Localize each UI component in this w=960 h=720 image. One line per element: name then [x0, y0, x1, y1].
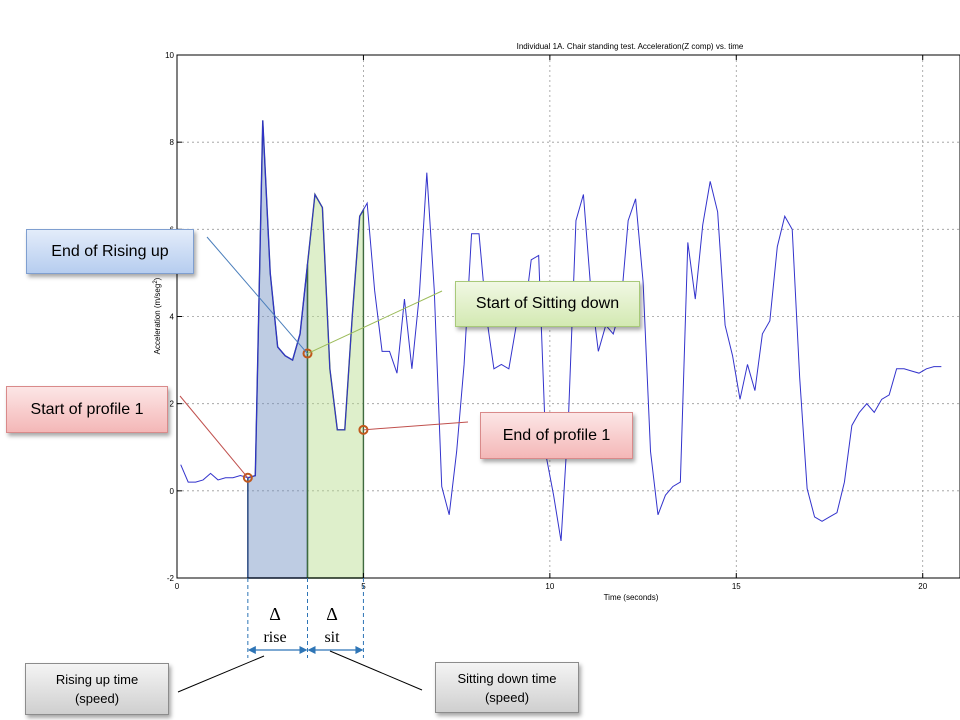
delta-rise-arrow-head-right: [299, 646, 308, 654]
leader-end-rising-up: [206, 236, 308, 354]
shaded-region-sit: [306, 192, 365, 579]
sitting-down-time-callout: Sitting down time (speed): [435, 662, 579, 713]
end-profile-callout: End of profile 1: [480, 412, 633, 459]
leader-rising-up-time: [177, 655, 265, 693]
start-profile-text: Start of profile 1: [30, 400, 144, 418]
delta-rise-symbol: Δ: [269, 604, 281, 624]
rising-up-time-line1: Rising up time: [55, 672, 139, 687]
y-tick-label: -2: [167, 574, 175, 583]
series-line-layer: [180, 120, 942, 542]
shaded-region-rise: [247, 120, 309, 579]
x-tick-label: 15: [732, 582, 741, 591]
delta-sit-arrow-head-right: [355, 646, 364, 654]
y-axis-label-close: ): [153, 277, 162, 280]
leader-start-sitting-down: [307, 290, 443, 354]
y-tick-label: 0: [170, 487, 175, 496]
rising-up-time-line2: (speed): [74, 691, 120, 706]
delta-dimensions: [247, 578, 364, 658]
leader-end-profile: [363, 421, 469, 431]
leader-start-profile: [179, 395, 249, 479]
y-tick-label: 10: [165, 51, 174, 60]
x-tick-label: 20: [918, 582, 927, 591]
delta-rise-label: rise: [263, 629, 286, 646]
delta-sit-label: sit: [324, 629, 340, 646]
callout-leaders: [177, 236, 469, 693]
event-marker: [242, 472, 253, 483]
y-axis-label-superscript: 2: [153, 280, 159, 284]
end-rising-up-callout: End of Rising up: [26, 229, 194, 274]
delta-rise-arrow-head-left: [247, 646, 256, 654]
series-line: [180, 120, 942, 542]
y-tick-label: 4: [170, 313, 175, 322]
sitting-down-time-line2: (speed): [484, 689, 530, 705]
start-profile-callout: Start of profile 1: [6, 386, 168, 433]
x-tick-label: 0: [175, 582, 180, 591]
start-sitting-down-callout: Start of Sitting down: [455, 281, 640, 327]
y-tick-label: 2: [170, 400, 175, 409]
sitting-down-time-line1: Sitting down time: [457, 670, 557, 686]
y-tick-label: 8: [170, 138, 175, 147]
leader-sitting-down-time: [329, 650, 423, 691]
start-sitting-down-text: Start of Sitting down: [475, 295, 620, 312]
y-axis-label: Acceleration (m/seg2): [153, 277, 162, 354]
event-marker: [302, 348, 313, 359]
y-axis-label-main: Acceleration (m/seg: [153, 284, 162, 355]
chart-title: Individual 1A. Chair standing test. Acce…: [517, 42, 744, 51]
delta-sit-arrow-head-left: [307, 646, 316, 654]
end-profile-text: End of profile 1: [502, 426, 611, 444]
x-tick-label: 10: [545, 582, 554, 591]
end-rising-up-text: End of Rising up: [51, 242, 169, 260]
rising-up-time-callout: Rising up time (speed): [25, 663, 169, 715]
delta-sit-symbol: Δ: [326, 604, 338, 624]
x-axis-label: Time (seconds): [604, 593, 659, 602]
